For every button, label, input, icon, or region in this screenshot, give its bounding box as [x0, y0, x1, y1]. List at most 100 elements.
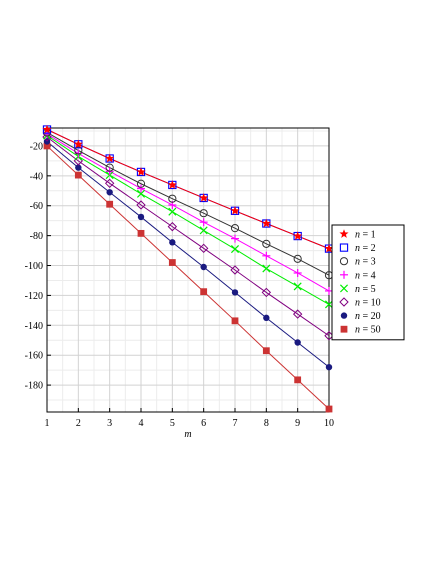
legend-label: n = 5	[355, 284, 376, 295]
star-marker	[42, 124, 52, 134]
square-marker	[325, 405, 333, 413]
legend-variable: n	[355, 257, 360, 268]
diamond-marker	[104, 178, 115, 189]
diamond-marker	[230, 265, 240, 275]
square-marker	[262, 347, 270, 355]
x-marker-b	[339, 284, 349, 293]
data-point	[231, 317, 239, 325]
data-point	[136, 179, 146, 188]
axes: -20 -40 -60 -80 -100 -120 -140 -160 -180 1 2 3 4 5 6 7 8…	[25, 127, 334, 440]
legend-variable: n	[355, 243, 360, 254]
circle-marker	[199, 209, 208, 218]
circle-marker	[294, 339, 301, 346]
legend-variable: n	[355, 311, 360, 322]
data-point	[75, 164, 82, 171]
series-line	[46, 129, 330, 250]
x-marker-b	[324, 300, 334, 309]
circle-marker	[136, 179, 146, 188]
x-tick-label: 3	[107, 418, 112, 429]
data-point	[73, 139, 83, 149]
x-tick-label: 5	[170, 418, 175, 429]
data-point	[199, 218, 208, 227]
legend-label: n = 2	[355, 243, 376, 254]
legend-marker	[339, 284, 349, 293]
series-line	[46, 145, 330, 410]
legend-value: = 4	[360, 270, 376, 281]
legend-value: = 50	[360, 325, 381, 336]
legend-label: n = 50	[355, 325, 381, 336]
circle-marker	[339, 257, 349, 266]
data-point	[74, 146, 83, 155]
y-tick-label: -160	[25, 351, 43, 362]
data-point	[168, 194, 177, 203]
circle-marker	[231, 289, 239, 296]
data-point	[42, 132, 52, 142]
data-point	[261, 218, 271, 228]
legend-label: n = 20	[355, 311, 381, 322]
x-marker-b	[262, 264, 271, 273]
x-tick-label: 7	[233, 418, 238, 429]
data-point	[199, 193, 209, 202]
plot-series	[42, 124, 334, 413]
legend-label: n = 1	[355, 230, 376, 241]
legend-marker	[339, 297, 349, 307]
legend-marker	[340, 312, 348, 319]
x-marker-b	[136, 189, 146, 198]
y-tick-label: -120	[25, 291, 43, 302]
circle-marker	[106, 189, 113, 196]
circle-marker	[168, 194, 177, 203]
data-point	[262, 239, 271, 248]
data-point	[43, 142, 51, 150]
data-point	[293, 254, 302, 263]
y-tick-label: -80	[30, 231, 43, 242]
data-point	[262, 264, 271, 273]
data-point	[200, 288, 208, 296]
x-tick-label: 8	[264, 418, 269, 429]
diamond-marker	[339, 297, 349, 307]
data-point	[168, 207, 177, 216]
legend-variable: n	[355, 270, 360, 281]
data-point	[230, 224, 240, 233]
legend: n = 1n = 2n = 3n = 4n = 5n = 10n = 20n =…	[331, 224, 405, 341]
y-tick-label: -180	[25, 381, 43, 392]
data-point	[230, 206, 240, 215]
data-point	[169, 239, 176, 246]
data-point	[136, 200, 146, 210]
circle-marker	[74, 146, 83, 155]
star-marker	[324, 243, 334, 253]
data-point	[261, 287, 272, 298]
diamond-marker	[292, 309, 303, 319]
legend-label: n = 3	[355, 257, 376, 268]
data-point	[198, 243, 209, 254]
legend-variable: n	[355, 230, 360, 241]
legend-variable: n	[355, 298, 360, 309]
data-point	[168, 259, 176, 266]
legend-value: = 3	[360, 257, 376, 268]
legend-value: = 5	[360, 284, 376, 295]
star-marker	[167, 180, 177, 189]
x-tick-label: 1	[45, 418, 50, 429]
data-point	[231, 289, 239, 296]
square-marker	[339, 243, 349, 252]
star-marker	[293, 231, 303, 240]
circle-marker	[75, 164, 82, 171]
legend-value: = 2	[360, 243, 376, 254]
star-marker	[230, 206, 240, 215]
x-tick-label: 4	[139, 418, 144, 429]
data-point	[136, 167, 146, 176]
star-marker	[199, 193, 209, 202]
star-marker	[136, 167, 146, 176]
data-point	[293, 282, 302, 291]
data-point	[293, 268, 302, 277]
data-point	[105, 163, 114, 172]
legend-marker	[339, 229, 349, 238]
data-point	[137, 213, 145, 221]
data-point	[136, 189, 146, 198]
square-marker	[340, 325, 348, 333]
square-marker	[200, 288, 208, 296]
legend-marker	[340, 325, 348, 333]
data-point	[106, 189, 113, 196]
circle-marker	[200, 263, 207, 271]
data-point	[42, 124, 52, 134]
